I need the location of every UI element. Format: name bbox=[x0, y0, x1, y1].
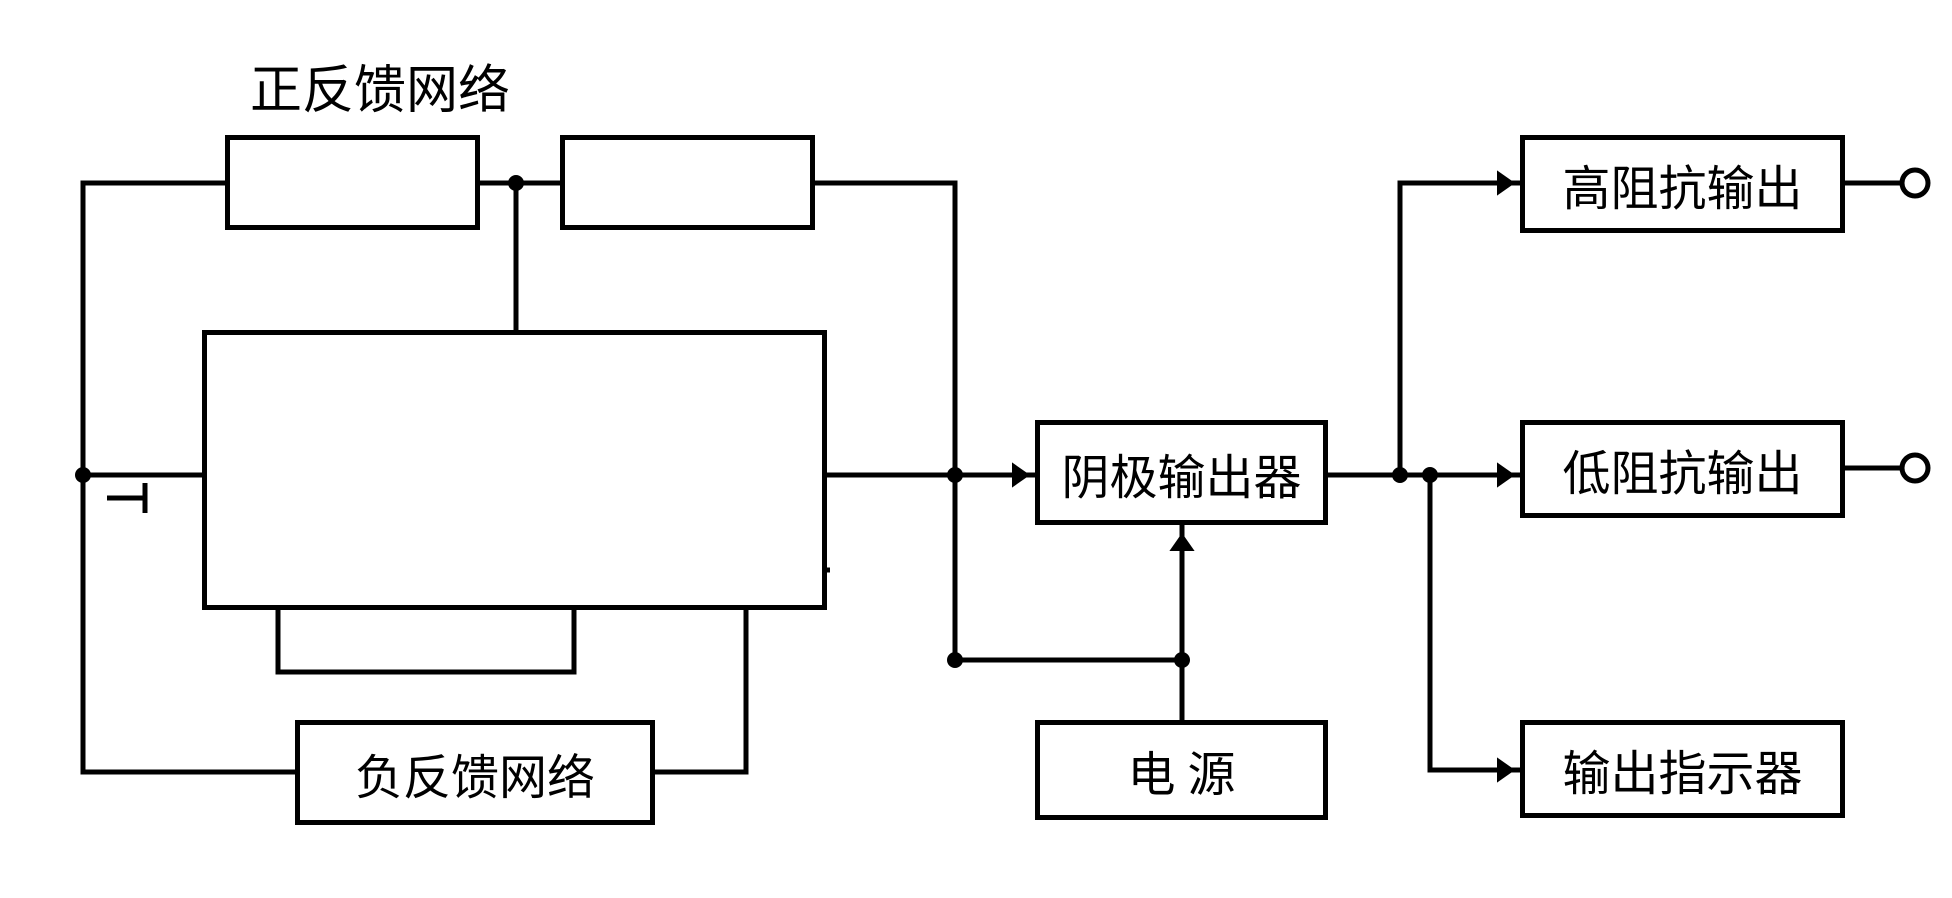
amplifier-outer-box bbox=[202, 330, 827, 610]
negative-feedback-text: 负反馈网络 bbox=[355, 738, 595, 808]
low-impedance-text: 低阻抗输出 bbox=[1562, 434, 1802, 504]
junction-dot bbox=[1174, 652, 1190, 668]
wire bbox=[955, 475, 1035, 660]
power-supply-box: 电 源 bbox=[1035, 720, 1328, 820]
positive-feedback-label: 正反馈网络 bbox=[250, 48, 510, 123]
junction-dot bbox=[947, 467, 963, 483]
arrowhead-icon bbox=[1169, 533, 1194, 551]
high-impedance-output-box: 高阻抗输出 bbox=[1520, 135, 1845, 233]
wire bbox=[815, 183, 955, 475]
arrowhead-icon bbox=[1497, 757, 1515, 782]
wire bbox=[278, 610, 574, 672]
terminal-icon bbox=[1902, 170, 1928, 196]
junction-dot bbox=[508, 175, 524, 191]
low-impedance-output-box: 低阻抗输出 bbox=[1520, 420, 1845, 518]
negative-feedback-box: 负反馈网络 bbox=[295, 720, 655, 825]
junction-dot bbox=[947, 652, 963, 668]
power-supply-text: 电 源 bbox=[1127, 735, 1235, 805]
cathode-output-box: 阴极输出器 bbox=[1035, 420, 1328, 525]
cathode-output-text: 阴极输出器 bbox=[1061, 438, 1301, 508]
positive-feedback-left-box bbox=[225, 135, 480, 230]
arrowhead-icon bbox=[1497, 170, 1515, 195]
wire bbox=[1430, 475, 1520, 770]
wire bbox=[655, 610, 746, 772]
junction-dot bbox=[75, 467, 91, 483]
wire bbox=[1400, 183, 1520, 475]
high-impedance-text: 高阻抗输出 bbox=[1562, 149, 1802, 219]
arrowhead-icon bbox=[1012, 462, 1030, 487]
ground-icon bbox=[107, 483, 145, 513]
terminal-icon bbox=[1902, 455, 1928, 481]
output-indicator-text: 输出指示器 bbox=[1562, 734, 1802, 804]
arrowhead-icon bbox=[1497, 462, 1515, 487]
output-indicator-box: 输出指示器 bbox=[1520, 720, 1845, 818]
junction-dot bbox=[1422, 467, 1438, 483]
positive-feedback-right-box bbox=[560, 135, 815, 230]
junction-dot bbox=[1392, 467, 1408, 483]
